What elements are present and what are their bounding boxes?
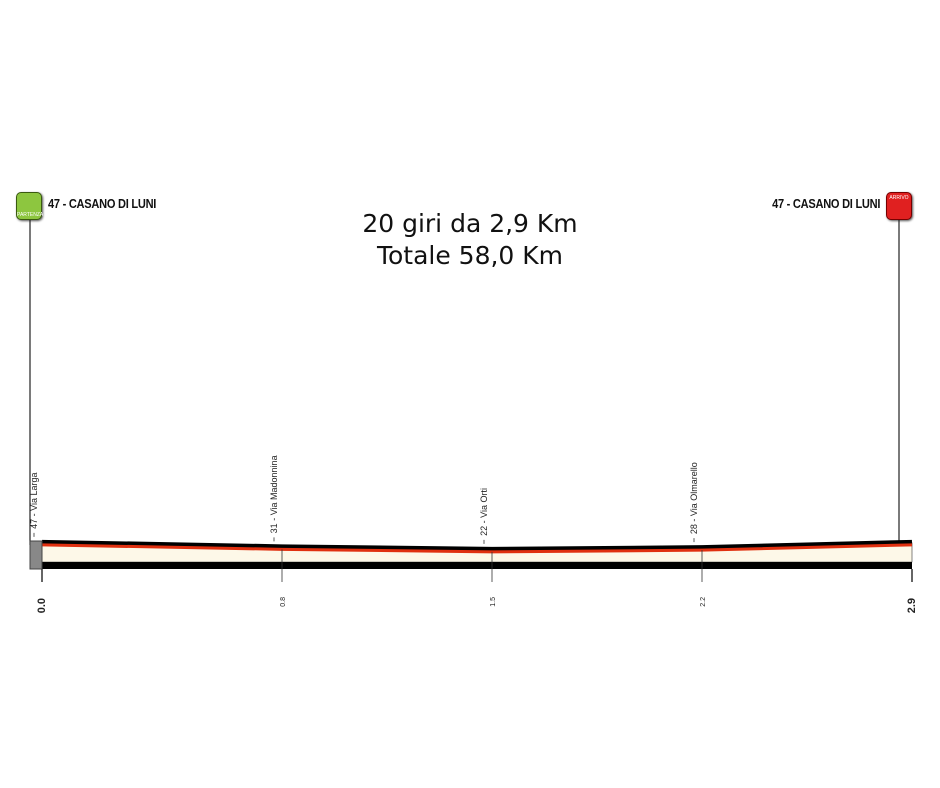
x-tick-label: 0.8 [280,597,287,607]
start-location: 47 - CASANO DI LUNI [48,196,157,211]
x-tick-label: 2.9 [906,598,918,613]
x-tick-label: 2.2 [700,597,707,607]
chart-title: 20 giri da 2,9 Km Totale 58,0 Km [0,208,940,272]
start-block [29,540,43,570]
x-tick-label: 0.0 [36,598,48,613]
title-line-1: 20 giri da 2,9 Km [362,209,578,238]
checkered-flag-icon: PARTENZA [16,192,44,220]
waypoint-label: 31 - Via Madonnina [269,455,279,533]
x-tick-label: 1.5 [490,597,497,607]
waypoint-label: 22 - Via Orti [479,488,489,536]
profile-outline [41,539,913,553]
waypoint-label: 47 - Via Larga [29,472,39,528]
finish-location: 47 - CASANO DI LUNI [771,196,880,211]
title-line-2: Totale 58,0 Km [376,241,564,270]
finish-line-icon: ARRIVO [886,192,912,220]
finish-badge-label: ARRIVO [889,195,909,201]
waypoint-label: 28 - Via Olmarello [689,462,699,534]
base-band [42,562,912,569]
start-badge-label: PARTENZA [17,212,44,218]
